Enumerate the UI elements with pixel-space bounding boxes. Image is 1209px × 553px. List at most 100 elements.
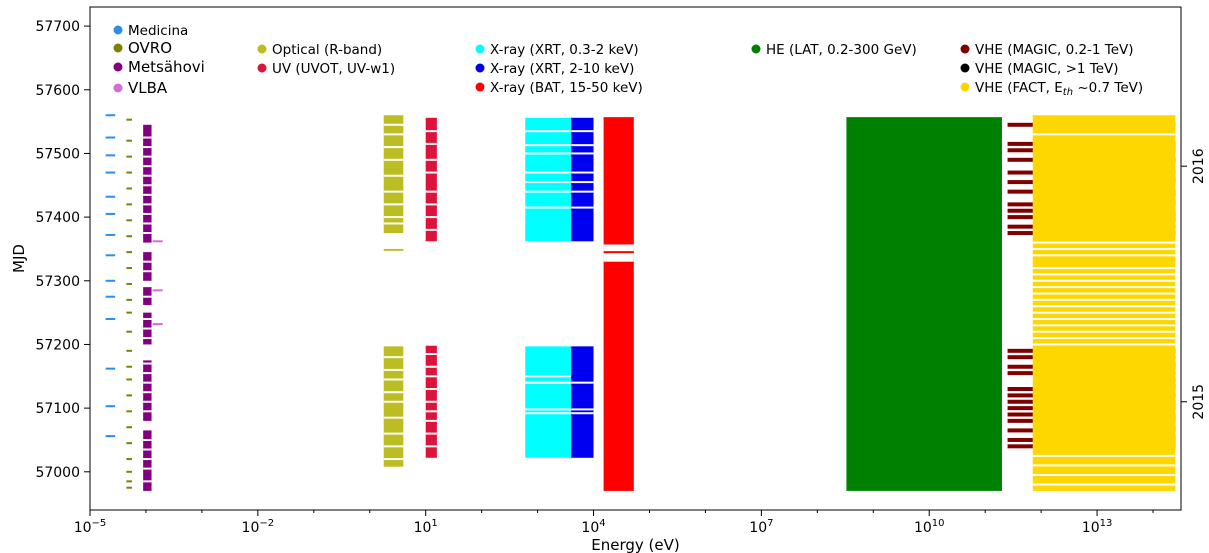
band-gap [143, 381, 152, 384]
band-gap [425, 410, 437, 413]
band-mark [105, 279, 116, 282]
band-gap [571, 152, 594, 155]
band-gap [425, 445, 437, 448]
legend-marker [751, 44, 761, 54]
band-medicina [105, 114, 116, 438]
band-mark [105, 435, 116, 438]
legend-label: VLBA [128, 79, 168, 97]
legend-label: HE (LAT, 0.2-300 GeV) [766, 42, 917, 58]
plot-frame [89, 6, 1182, 511]
y-axis-label: MJD [10, 244, 28, 273]
legend-marker [257, 63, 267, 73]
band-gap [425, 419, 437, 422]
band-gap [571, 412, 594, 415]
band-gap [571, 144, 594, 147]
band-segment [425, 117, 437, 242]
band-segment [143, 360, 152, 421]
band-gap [383, 146, 404, 149]
band-mark [126, 139, 132, 142]
band-mark [126, 298, 132, 301]
year-axis: 2016 2015 [1181, 148, 1207, 420]
band-x-ray-bat-15-50-kev [603, 117, 634, 491]
band-gap [1032, 286, 1176, 289]
band-mark [126, 458, 132, 461]
band-mark [105, 154, 116, 157]
band-gap [1032, 247, 1176, 250]
band-gap [143, 232, 152, 235]
band-gap [525, 190, 572, 193]
band-segment [571, 346, 594, 458]
band-gap [143, 327, 152, 330]
band-gap [143, 391, 152, 394]
band-marks [105, 114, 1176, 491]
band-ovro [126, 118, 132, 489]
band-gap [143, 174, 152, 177]
band-mark [105, 405, 116, 408]
legend-marker [475, 44, 485, 54]
y-tick-label: 57100 [35, 401, 80, 417]
band-gap [1032, 337, 1176, 340]
band-gap [425, 365, 437, 368]
band-gap [383, 190, 404, 193]
legend-marker [475, 82, 485, 92]
band-gap [143, 438, 152, 441]
band-gap [143, 184, 152, 187]
band-mark [126, 378, 132, 381]
band-gap [571, 408, 594, 411]
band-gap [1032, 254, 1176, 257]
legend-marker [113, 25, 123, 35]
band-gap [143, 337, 152, 340]
band-segment [383, 346, 404, 467]
band-gap [425, 353, 437, 356]
band-mark [105, 295, 116, 298]
band-mark [126, 486, 132, 489]
band-gap [1032, 267, 1176, 270]
band-mark [126, 480, 132, 483]
band-mark [105, 212, 116, 215]
legend-marker [960, 82, 970, 92]
band-gap [383, 400, 404, 403]
y-tick-label: 57200 [35, 337, 80, 353]
legend-label: OVRO [128, 39, 172, 57]
band-gap [143, 458, 152, 461]
band-mark [126, 311, 132, 314]
band-gap [571, 130, 594, 133]
band-gap [525, 375, 572, 378]
band-mark [105, 233, 116, 236]
band-segment [383, 248, 404, 251]
legend-marker [113, 83, 123, 93]
legend-marker [257, 44, 267, 54]
band-mark [105, 367, 116, 370]
band-gap [425, 228, 437, 231]
band-gap [425, 142, 437, 145]
band-gap [143, 372, 152, 375]
band-segment [846, 117, 1002, 491]
band-gap [1032, 305, 1176, 308]
band-uv-uvot-uv-w1 [425, 117, 437, 458]
band-gap [525, 144, 572, 147]
legend-marker [960, 63, 970, 73]
band-mark [126, 426, 132, 429]
band-gap [1032, 330, 1176, 333]
band-gap [1032, 473, 1176, 476]
band-gap [383, 174, 404, 177]
band-gap [525, 181, 572, 184]
band-gap [143, 480, 152, 483]
band-gap [1032, 343, 1176, 346]
band-gap [383, 458, 404, 461]
band-gap [383, 432, 404, 435]
y-tick-label: 57000 [35, 465, 80, 481]
band-vhe-fact-e-th-0-7-tev [1032, 115, 1176, 491]
x-axis: 10−5 10−2 101 104 107 1010 1013 [74, 510, 1154, 536]
band-gap [383, 123, 404, 126]
band-gap [1032, 317, 1176, 320]
band-gap [571, 171, 594, 174]
band-gap [525, 408, 572, 411]
band-segment [571, 117, 594, 242]
legend-label: Medicina [128, 23, 188, 39]
band-mark [105, 114, 116, 117]
band-mark [126, 118, 132, 121]
band-gap [425, 216, 437, 219]
legend-label: VHE (MAGIC, >1 TeV) [975, 61, 1119, 77]
x-tick-label: 1010 [914, 518, 945, 536]
